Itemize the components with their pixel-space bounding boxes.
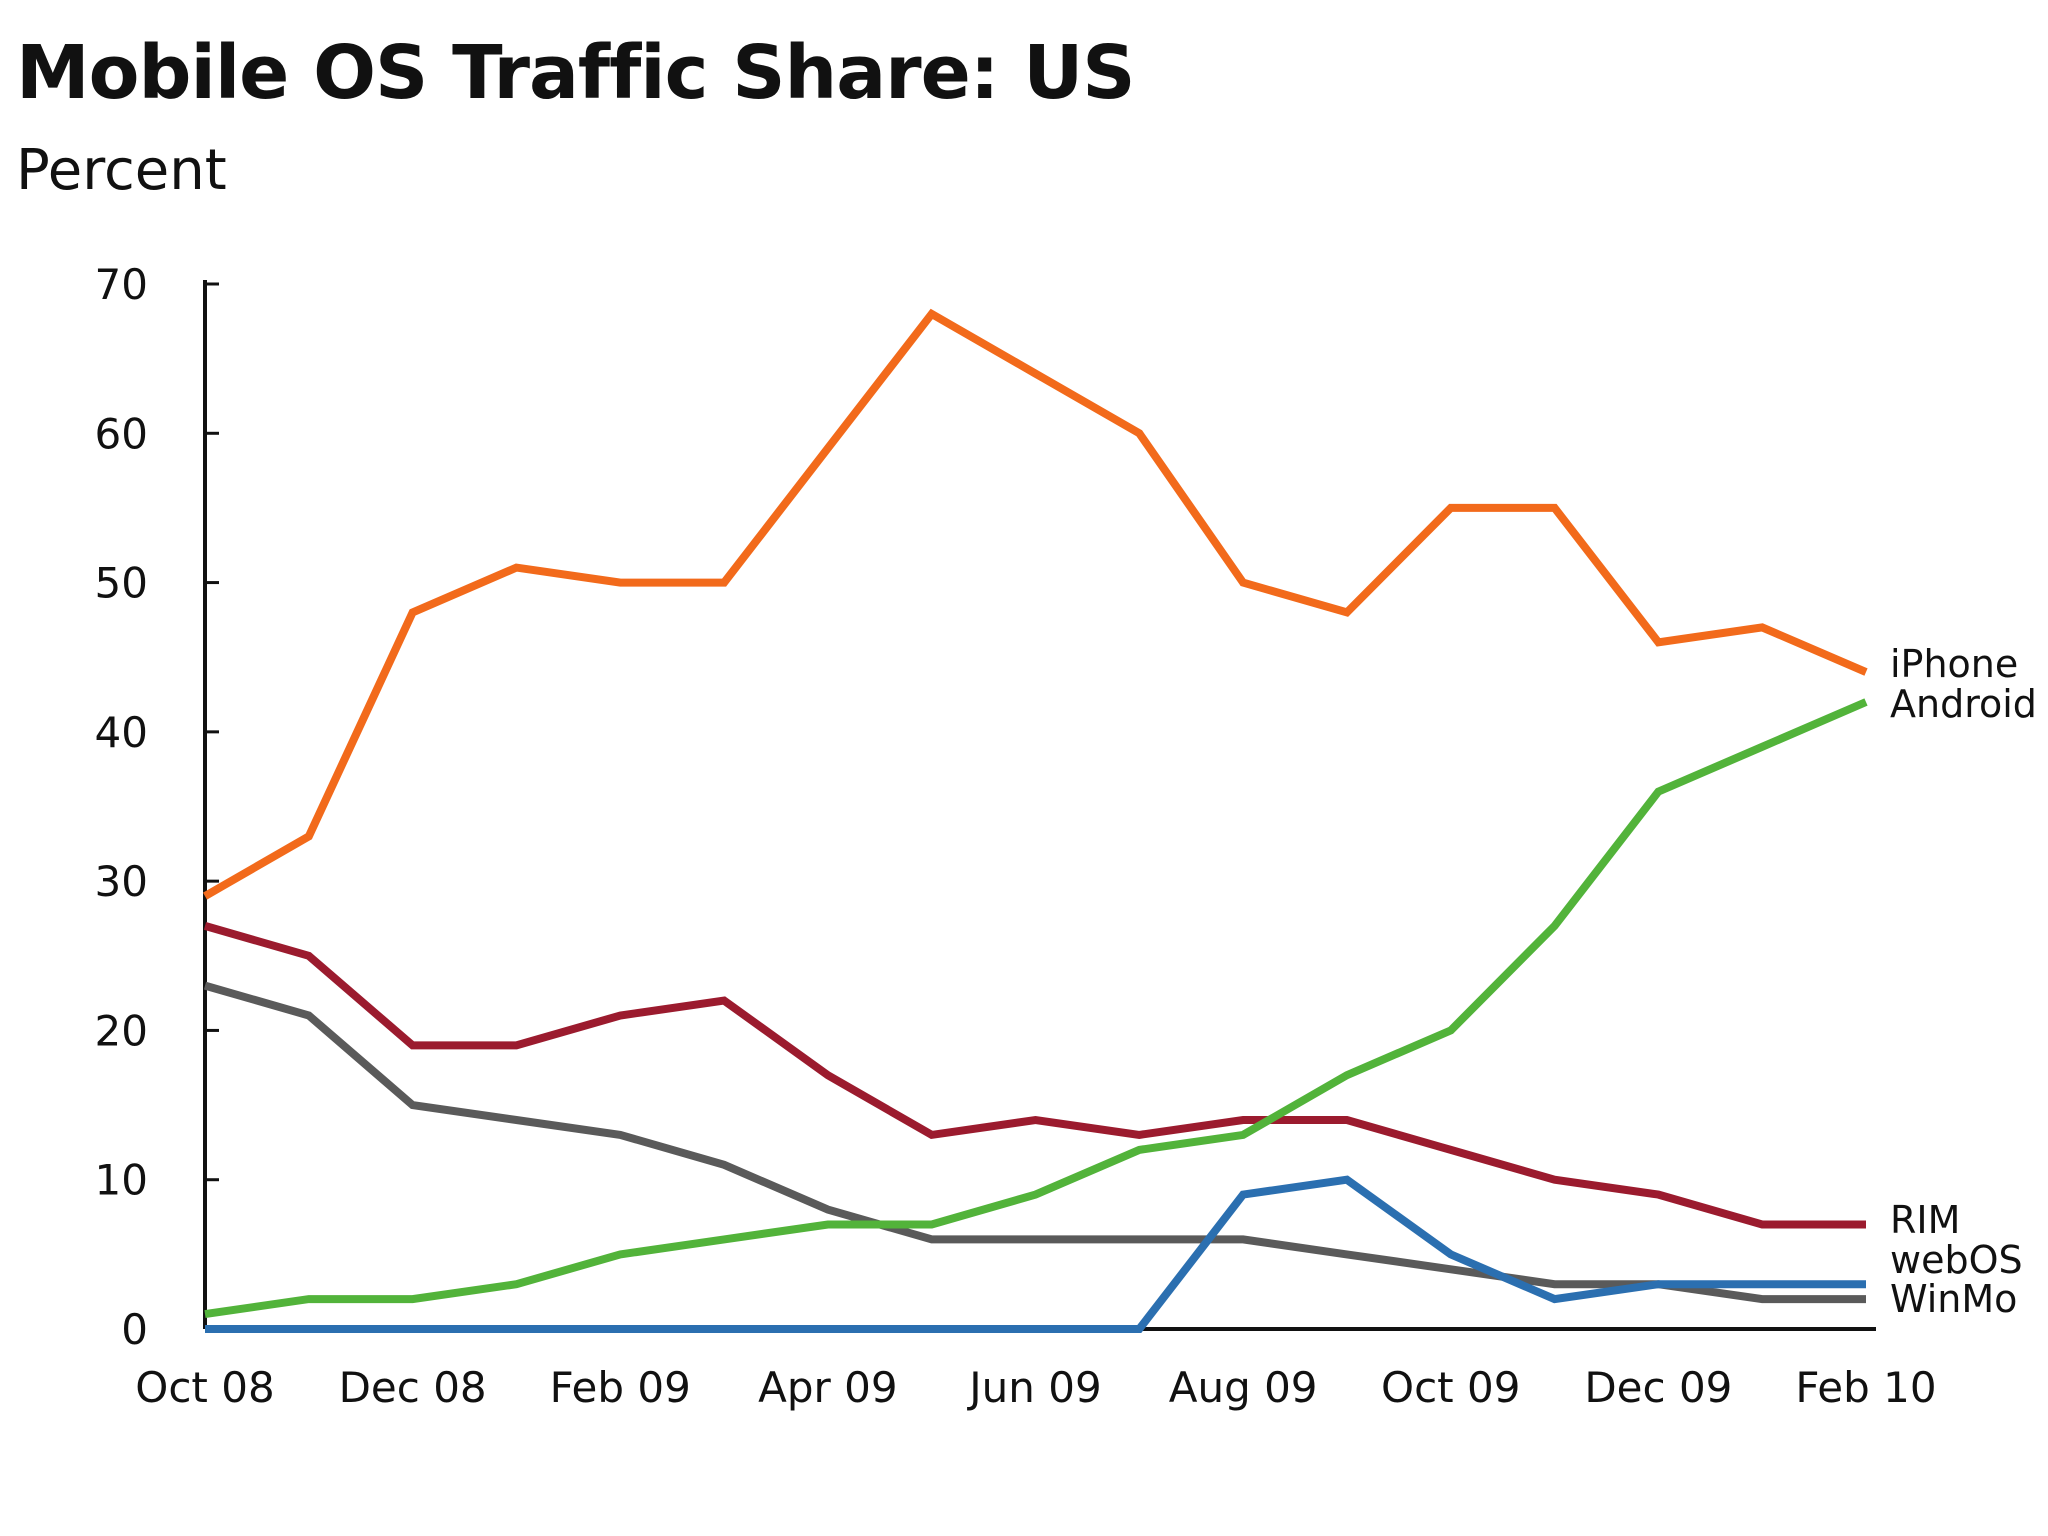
legend-label-android: Android <box>1890 682 2037 726</box>
series-line-android <box>204 698 1868 1319</box>
y-tick-label: 30 <box>95 857 148 906</box>
series-line-iphone <box>203 308 1868 900</box>
x-tick-label: Oct 08 <box>135 1363 274 1412</box>
x-tick-label: Oct 09 <box>1381 1363 1520 1412</box>
y-tick-label: 70 <box>95 260 148 309</box>
chart-title: Mobile OS Traffic Share: US <box>16 30 1136 116</box>
legend-label-iphone: iPhone <box>1890 642 2018 686</box>
y-tick-label: 20 <box>95 1006 148 1055</box>
series-lines <box>203 308 1868 1333</box>
x-tick-label: Dec 09 <box>1584 1363 1732 1412</box>
x-tick-label: Feb 10 <box>1795 1363 1936 1412</box>
chart-subtitle: Percent <box>16 138 227 203</box>
x-tick-label: Aug 09 <box>1169 1363 1318 1412</box>
legend-label-webos: webOS <box>1890 1238 2023 1282</box>
legend-label-winmo: WinMo <box>1890 1277 2017 1321</box>
x-tick-label: Feb 09 <box>550 1363 691 1412</box>
x-axis: Oct 08 Dec 08 Feb 09 Apr 09 Jun 09 Aug 09 Oct … <box>135 1327 1937 1412</box>
y-tick-label: 10 <box>95 1156 148 1205</box>
y-tick-label: 50 <box>95 559 148 608</box>
y-tick-label: 60 <box>95 409 148 458</box>
y-axis: 0 10 20 30 40 50 60 70 <box>95 260 219 1354</box>
y-tick-label: 40 <box>95 708 148 757</box>
y-tick-label: 0 <box>121 1305 148 1354</box>
x-tick-label: Dec 08 <box>339 1363 487 1412</box>
series-line-rim <box>203 922 1866 1229</box>
x-tick-label: Apr 09 <box>758 1363 897 1412</box>
series-line-winmo <box>203 981 1866 1304</box>
x-tick-label: Jun 09 <box>966 1363 1101 1412</box>
legend-label-rim: RIM <box>1890 1198 1960 1242</box>
series-line-webos <box>205 1175 1866 1333</box>
